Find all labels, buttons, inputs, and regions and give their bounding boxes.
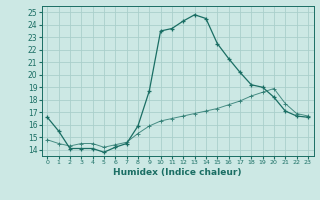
X-axis label: Humidex (Indice chaleur): Humidex (Indice chaleur) <box>113 168 242 177</box>
